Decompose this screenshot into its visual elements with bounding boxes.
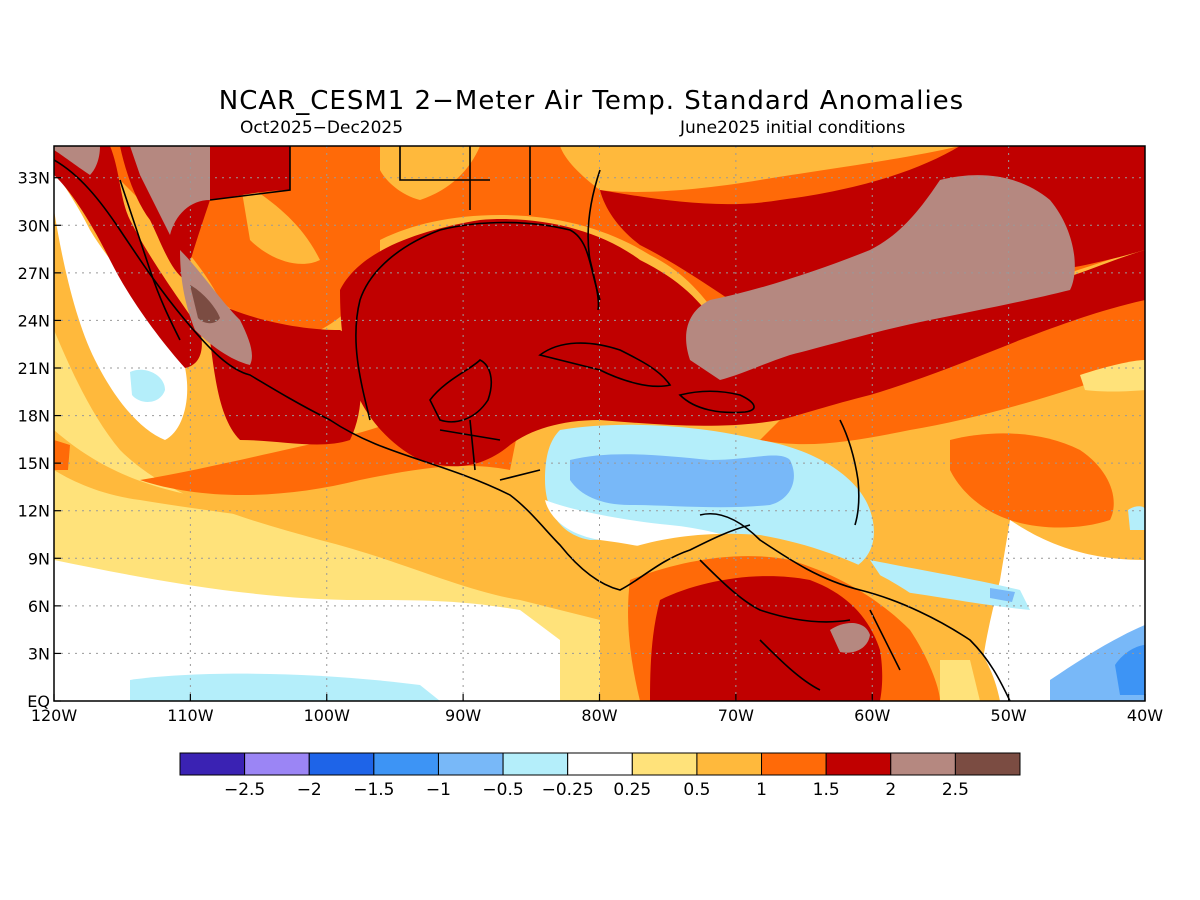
lat-tick-label: 27N	[18, 264, 50, 283]
colorbar-swatch	[437, 752, 504, 776]
colorbar-label: 1	[756, 780, 767, 800]
lon-tick-label: 110W	[167, 706, 214, 725]
colorbar-label: 2.5	[942, 780, 969, 800]
lon-tick-label: 70W	[718, 706, 754, 725]
lon-tick-label: 60W	[854, 706, 890, 725]
colorbar-swatch	[696, 752, 763, 776]
lat-tick-label: 30N	[18, 216, 50, 235]
colorbar-label: 1.5	[813, 780, 840, 800]
colorbar-swatch	[244, 752, 310, 776]
lon-tick-label: 120W	[31, 706, 78, 725]
colorbar-swatch	[825, 752, 892, 776]
lat-tick-label: 21N	[18, 359, 50, 378]
colorbar-label: 0.5	[683, 780, 710, 800]
map-title: NCAR_CESM1 2−Meter Air Temp. Standard An…	[218, 86, 965, 116]
colorbar-swatch	[631, 752, 698, 776]
colorbar-label: −2	[297, 780, 322, 800]
colorbar-swatch	[502, 752, 569, 776]
pacific-cool-patch-south	[130, 673, 440, 701]
colorbar-swatch	[567, 752, 633, 776]
lat-tick-label: 24N	[18, 311, 50, 330]
colorbar: −2.5 −2 −1.5 −1 −0.5 −0.25 0.25 0.5 1 1.5 2 2.5	[179, 752, 1021, 800]
lat-tick-label: 9N	[28, 549, 50, 568]
colorbar-label: −1	[426, 780, 451, 800]
lon-tick-label: 100W	[304, 706, 351, 725]
colorbar-swatch	[308, 752, 375, 776]
lat-tick-label: EQ	[27, 692, 50, 711]
initial-conditions: June2025 initial conditions	[680, 118, 906, 138]
pacific-cool-patch	[130, 369, 165, 402]
lat-tick-label: 12N	[18, 502, 50, 521]
graticule-grid	[54, 146, 1145, 701]
colorbar-swatch	[373, 752, 439, 776]
forecast-period: Oct2025−Dec2025	[240, 118, 404, 138]
lon-tick-label: 50W	[991, 706, 1027, 725]
anomaly-fill-layer	[54, 146, 1145, 701]
colorbar-label: −2.5	[224, 780, 265, 800]
lat-tick-label: 33N	[18, 169, 50, 188]
lon-tick-label: 40W	[1127, 706, 1163, 725]
colorbar-label: −1.5	[353, 780, 394, 800]
colorbar-label: 0.25	[613, 780, 651, 800]
lat-tick-label: 6N	[28, 597, 50, 616]
colorbar-swatch	[761, 752, 827, 776]
colorbar-label: −0.25	[542, 780, 594, 800]
lon-tick-label: 90W	[445, 706, 481, 725]
colorbar-swatch	[179, 752, 246, 776]
axis-ticks: 120W 110W 100W 90W 80W 70W 60W 50W 40W EQ 3N 6N 9N 12…	[18, 169, 1164, 725]
lon-tick-label: 80W	[581, 706, 617, 725]
lat-tick-label: 3N	[28, 644, 50, 663]
colorbar-swatch	[954, 752, 1021, 776]
lat-tick-label: 15N	[18, 454, 50, 473]
colorbar-swatch	[890, 752, 956, 776]
coastlines-layer	[54, 146, 1011, 701]
lat-tick-label: 18N	[18, 407, 50, 426]
colorbar-label: −0.5	[482, 780, 523, 800]
colorbar-label: 2	[885, 780, 896, 800]
